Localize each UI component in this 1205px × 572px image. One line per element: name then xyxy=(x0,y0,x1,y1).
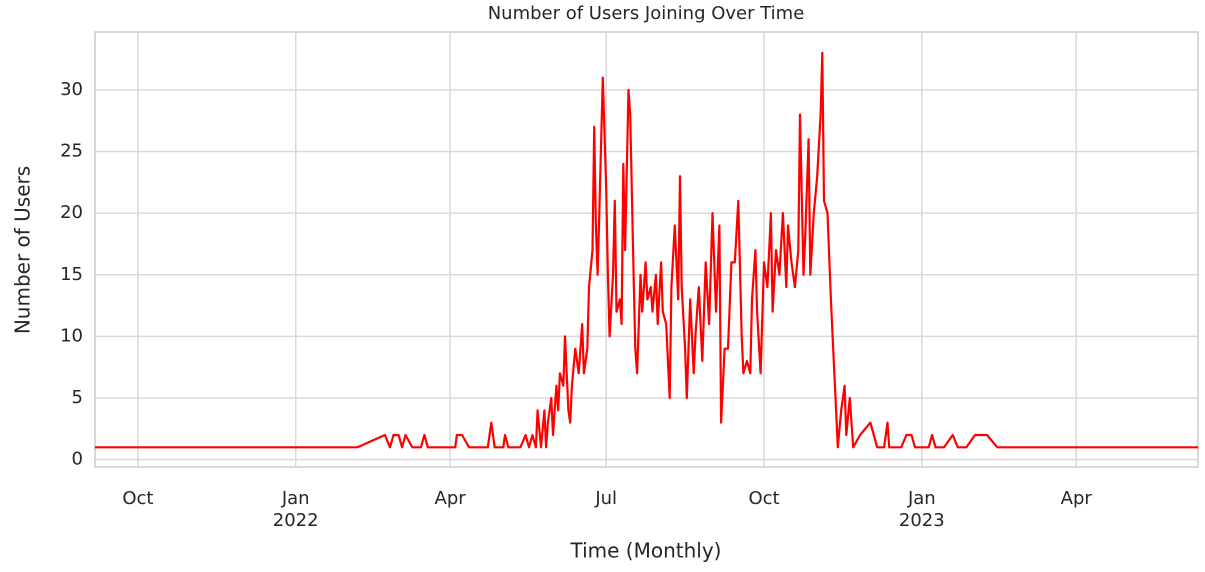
y-tick-label: 10 xyxy=(60,325,83,346)
y-tick-label: 5 xyxy=(72,387,83,408)
x-axis-label: Time (Monthly) xyxy=(570,539,722,563)
y-tick-label: 30 xyxy=(60,79,83,100)
x-tick-label: Jan 2022 xyxy=(273,488,319,531)
x-tick-label: Jan 2023 xyxy=(899,488,945,531)
chart-title: Number of Users Joining Over Time xyxy=(488,3,805,24)
y-tick-label: 25 xyxy=(60,141,83,162)
x-tick-label: Apr xyxy=(435,488,467,509)
x-tick-label: Jul xyxy=(594,488,617,509)
y-tick-label: 15 xyxy=(60,264,83,285)
x-tick-label: Oct xyxy=(748,488,779,509)
plot-area xyxy=(94,31,1199,468)
x-tick-label: Oct xyxy=(122,488,153,509)
y-tick-label: 20 xyxy=(60,202,83,223)
y-axis-label: Number of Users xyxy=(11,166,35,334)
data-line xyxy=(95,51,1198,449)
y-tick-label: 0 xyxy=(72,449,83,470)
x-tick-label: Apr xyxy=(1061,488,1093,509)
